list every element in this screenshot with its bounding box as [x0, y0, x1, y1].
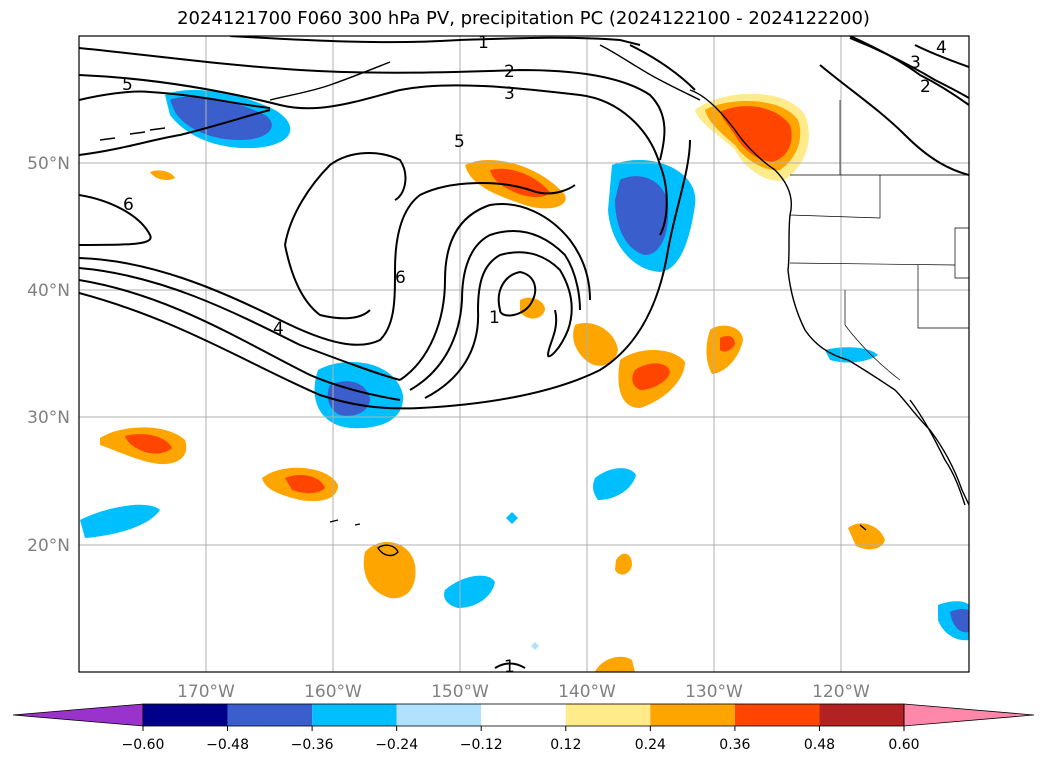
longitude-labels: 170°W 160°W 150°W 140°W 130°W 120°W — [177, 682, 870, 702]
lon-label: 130°W — [685, 682, 743, 702]
contour-label: 1 — [489, 308, 500, 328]
lat-label: 20°N — [27, 536, 70, 556]
lon-label: 120°W — [812, 682, 870, 702]
colorbar-segment — [481, 704, 566, 726]
colorbar-tick-label: 0.24 — [635, 737, 666, 753]
coastlines — [99, 44, 969, 557]
precip-shading — [80, 90, 969, 672]
colorbar-segment — [143, 704, 228, 726]
colorbar-extend-low — [12, 703, 144, 727]
colorbar-tick-label: −0.60 — [122, 737, 165, 753]
lon-label: 160°W — [304, 682, 362, 702]
colorbar-tick-label: 0.60 — [888, 737, 919, 753]
colorbar-tick-label: 0.36 — [719, 737, 750, 753]
colorbar-tick-label: 0.48 — [804, 737, 835, 753]
contour-label: 4 — [273, 319, 284, 339]
lon-label: 150°W — [431, 682, 489, 702]
colorbar-segment — [819, 704, 904, 726]
pv-contours — [79, 36, 969, 669]
colorbar-extend-high — [903, 703, 1035, 727]
map-title: 2024121700 F060 300 hPa PV, precipitatio… — [177, 8, 870, 29]
colorbar-segment — [312, 704, 397, 726]
contour-labels: 1 2 3 4 5 5 6 6 4 3 2 1 1 — [122, 33, 947, 677]
colorbar-tick-label: −0.12 — [460, 737, 503, 753]
colorbar-tick-label: −0.48 — [206, 737, 249, 753]
colorbar-segment — [734, 704, 820, 726]
colorbar-segment — [650, 704, 735, 726]
contour-label: 2 — [504, 62, 515, 82]
contour-label: 6 — [123, 195, 134, 215]
contour-label: 1 — [478, 33, 489, 53]
colorbar-segment — [396, 704, 482, 726]
latitude-labels: 50°N 40°N 30°N 20°N — [27, 154, 70, 556]
lon-label: 170°W — [177, 682, 235, 702]
colorbar-segment — [565, 704, 651, 726]
contour-label: 5 — [454, 132, 465, 152]
contour-label: 1 — [504, 657, 515, 677]
contour-label: 3 — [504, 84, 515, 104]
colorbar-segment — [227, 704, 313, 726]
contour-label: 4 — [936, 38, 947, 58]
colorbar: −0.60 −0.48 −0.36 −0.24 −0.12 0.12 0.24 0.36 0.4… — [12, 703, 1035, 753]
colorbar-tick-label: 0.12 — [550, 737, 581, 753]
map-frame — [78, 35, 970, 673]
colorbar-frame — [142, 703, 905, 727]
colorbar-tick-label: −0.24 — [375, 737, 418, 753]
colorbar-tick-label: −0.36 — [291, 737, 334, 753]
map-gridlines — [79, 36, 969, 672]
contour-label: 2 — [920, 77, 931, 97]
contour-label: 5 — [122, 75, 133, 95]
contour-label: 6 — [395, 268, 406, 288]
lat-label: 30°N — [27, 408, 70, 428]
lon-label: 140°W — [558, 682, 616, 702]
state-borders — [789, 100, 969, 381]
lat-label: 50°N — [27, 154, 70, 174]
contour-label: 3 — [910, 53, 921, 73]
lat-label: 40°N — [27, 281, 70, 301]
